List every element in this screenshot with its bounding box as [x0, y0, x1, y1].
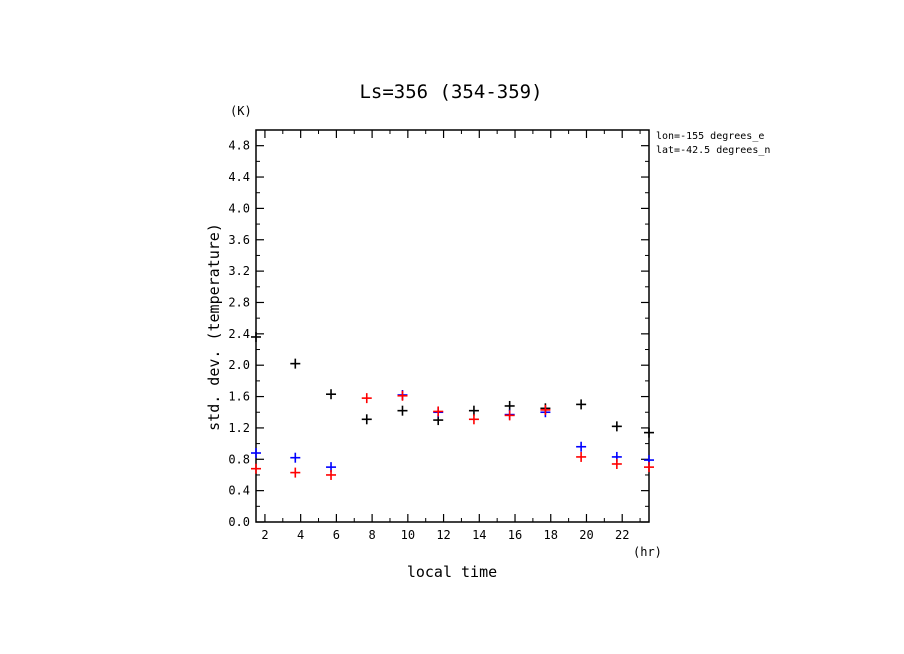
x-tick-label: 2: [261, 528, 268, 542]
y-axis-label: std. dev. (temperature): [205, 223, 223, 431]
data-point-series-3: [468, 414, 479, 425]
data-point-series-3: [251, 463, 261, 474]
y-tick-label: 1.2: [228, 421, 250, 435]
data-point-series-1: [576, 399, 587, 410]
data-point-series-3: [576, 451, 587, 462]
data-point-series-1: [468, 405, 479, 416]
data-point-series-3: [290, 467, 301, 478]
y-tick-label: 1.6: [228, 390, 250, 404]
data-marks: [251, 331, 654, 480]
x-tick-label: 22: [615, 528, 629, 542]
lon-info: lon=-155 degrees_e: [656, 131, 764, 142]
y-tick-label: 3.2: [228, 264, 250, 278]
data-point-series-2: [251, 448, 261, 459]
x-tick-label: 4: [297, 528, 304, 542]
data-point-series-1: [611, 421, 622, 432]
y-tick-label: 0.8: [228, 452, 250, 466]
data-point-series-1: [290, 358, 301, 369]
data-point-series-1: [397, 405, 408, 416]
x-tick-label: 6: [333, 528, 340, 542]
x-tick-label: 12: [436, 528, 450, 542]
x-tick-label: 18: [544, 528, 558, 542]
lat-info: lat=-42.5 degrees_n: [656, 145, 770, 156]
data-point-series-1: [361, 414, 372, 425]
chart-title: Ls=356 (354-359): [359, 81, 542, 103]
plot-frame: [255, 129, 650, 523]
x-tick-label: 16: [508, 528, 522, 542]
y-tick-label: 4.4: [228, 170, 250, 184]
x-tick-label: 14: [472, 528, 486, 542]
data-point-series-3: [361, 393, 372, 404]
axis-ticks: 0.0 0.4 0.8 1.2 1.6 2.0 2.4 2.8 3.2 3.6 4.0 4.4 4.8 2…: [228, 130, 649, 542]
y-tick-label: 4.0: [228, 201, 250, 215]
y-tick-label: 0.0: [228, 515, 250, 529]
x-axis-label: local time: [407, 563, 497, 581]
data-point-series-1: [326, 389, 337, 400]
y-tick-label: 4.8: [228, 139, 250, 153]
y-tick-label: 3.6: [228, 233, 250, 247]
data-point-series-3: [397, 390, 408, 401]
data-point-series-2: [290, 452, 301, 463]
y-unit-label: (K): [230, 104, 252, 118]
y-tick-label: 0.4: [228, 484, 250, 498]
data-point-series-1: [504, 400, 515, 411]
data-point-series-1: [644, 427, 654, 438]
data-point-series-3: [540, 404, 551, 415]
data-point-series-3: [433, 406, 444, 417]
data-point-series-3: [611, 458, 622, 469]
y-tick-label: 2.4: [228, 327, 250, 341]
data-point-series-2: [576, 441, 587, 452]
data-point-series-3: [504, 410, 515, 421]
data-point-series-3: [326, 469, 337, 480]
x-unit-label: (hr): [633, 545, 662, 559]
y-tick-label: 2.8: [228, 295, 250, 309]
x-tick-label: 20: [579, 528, 593, 542]
data-point-series-1: [251, 331, 261, 342]
data-point-series-3: [644, 462, 654, 473]
y-tick-label: 2.0: [228, 358, 250, 372]
x-tick-label: 10: [401, 528, 415, 542]
x-tick-label: 8: [368, 528, 375, 542]
